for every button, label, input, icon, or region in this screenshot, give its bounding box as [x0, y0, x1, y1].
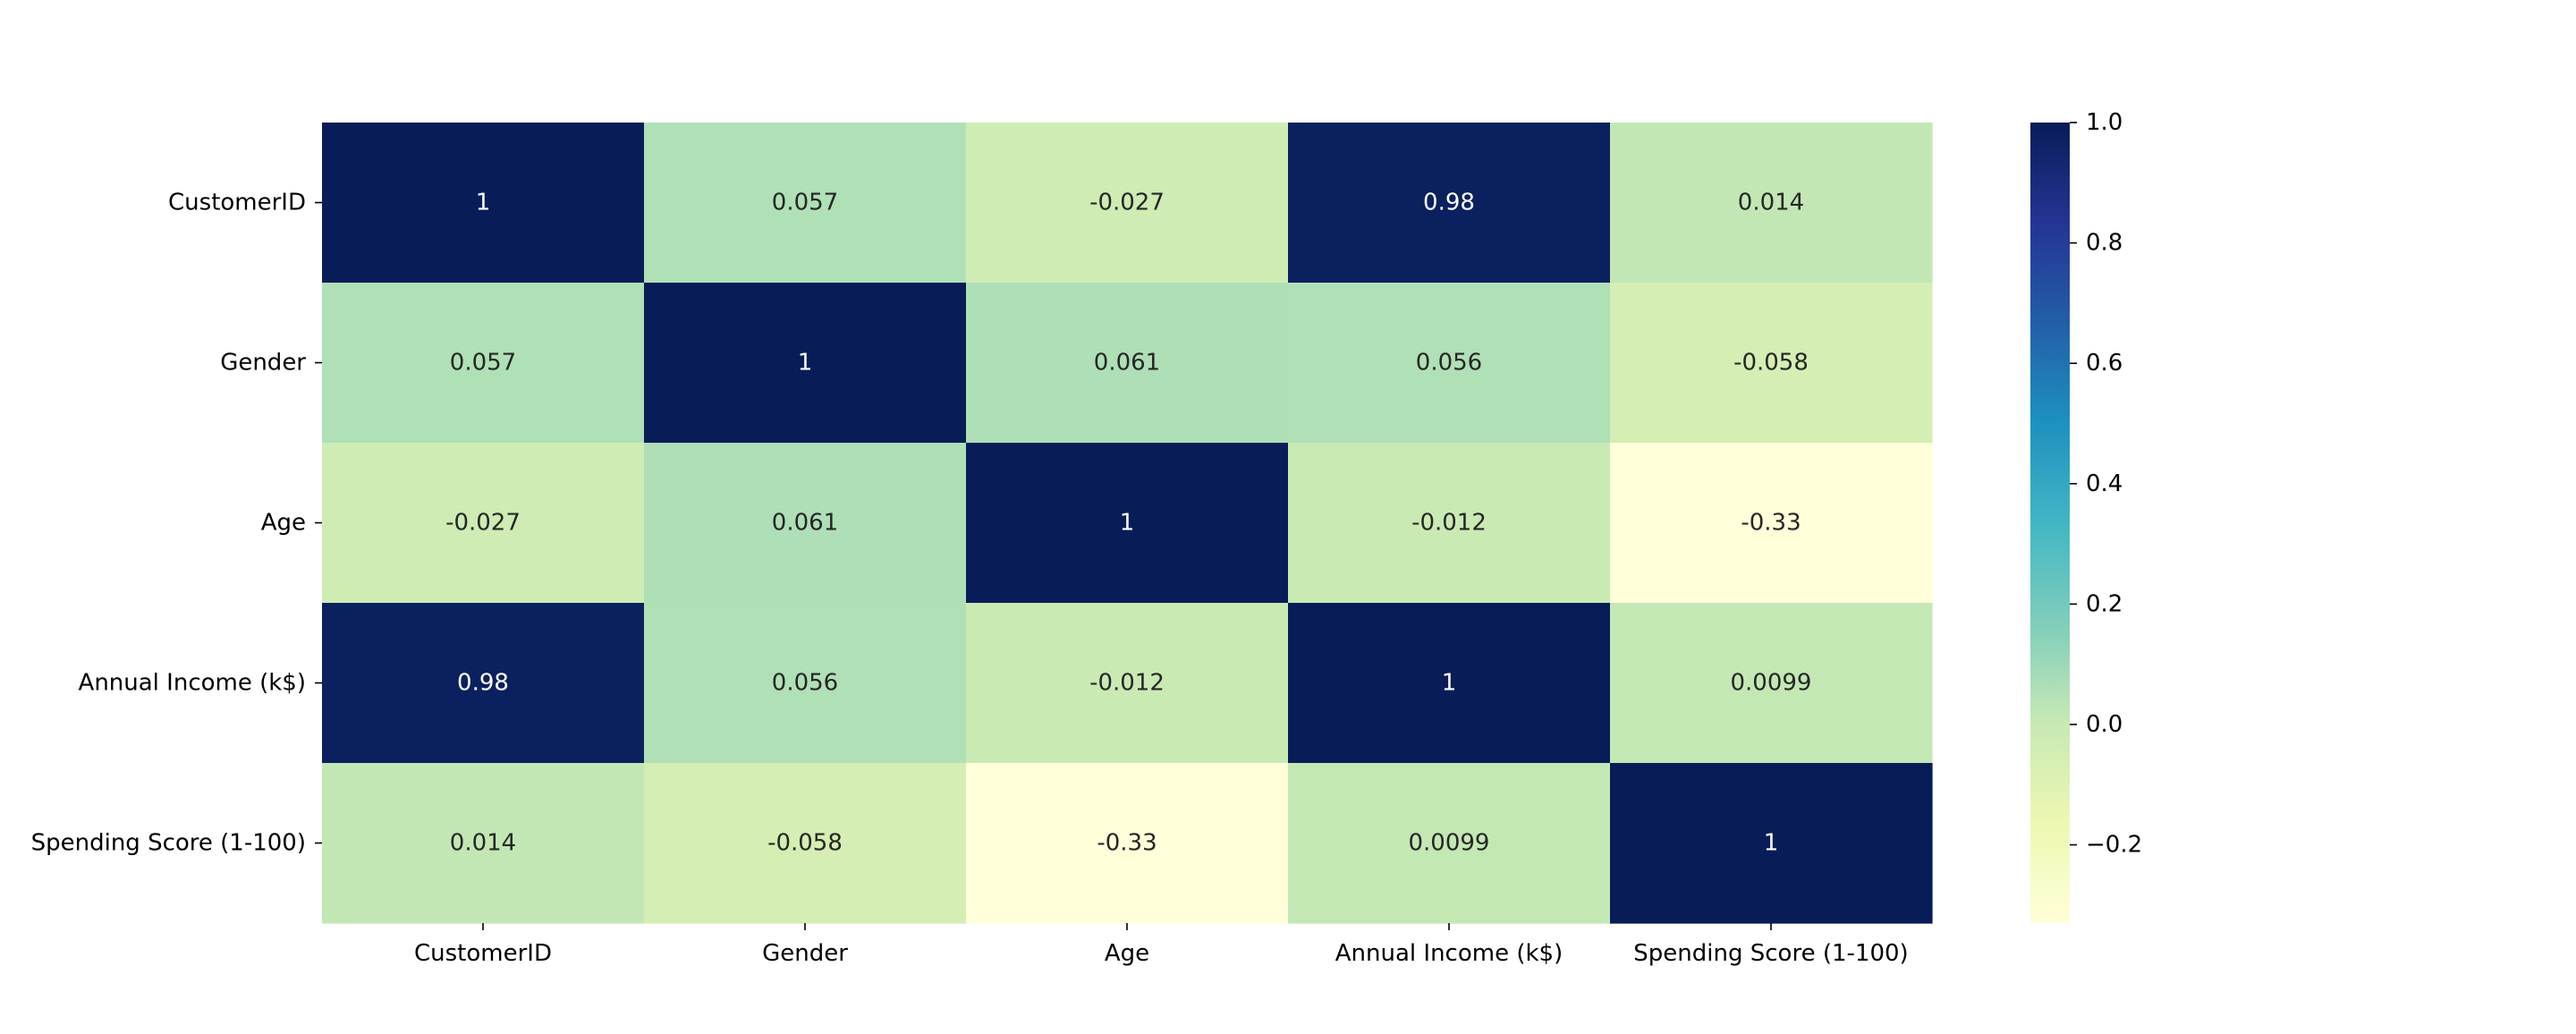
cell-annotation: 1 — [1442, 670, 1457, 697]
y-tick-label: CustomerID — [168, 190, 306, 216]
cell-annotation: -0.33 — [1741, 510, 1801, 537]
heatmap-cell — [966, 763, 1289, 924]
cell-annotation: 0.056 — [1416, 350, 1482, 377]
heatmap-cell — [1288, 443, 1611, 604]
heatmap-cell — [322, 603, 645, 764]
heatmap-cell — [644, 763, 967, 924]
x-axis: CustomerID Gender Age Annual Income (k$) Spe… — [414, 923, 1909, 967]
heatmap-cell — [1610, 123, 1933, 284]
heatmap-cell — [1610, 603, 1933, 764]
heatmap-cell — [966, 123, 1289, 284]
cell-annotation: 0.056 — [772, 670, 838, 697]
heatmap-cell — [322, 123, 645, 284]
heatmap-cell — [1288, 283, 1611, 444]
cell-annotation: -0.33 — [1097, 830, 1157, 857]
y-tick-label: Annual Income (k$) — [79, 670, 306, 697]
cell-annotation: 0.0099 — [1731, 670, 1812, 697]
cell-annotation: 1 — [1764, 830, 1779, 857]
colorbar-tick-label: 0.0 — [2086, 711, 2123, 738]
heatmap-cell — [322, 443, 645, 604]
cell-annotation: 0.061 — [772, 510, 838, 537]
heatmap-cell — [1610, 763, 1933, 924]
cell-annotation: 0.014 — [450, 830, 516, 857]
cell-annotation: -0.027 — [445, 510, 521, 537]
y-tick-label: Spending Score (1-100) — [31, 830, 306, 857]
heatmap-cell — [1610, 283, 1933, 444]
cell-annotation: 0.014 — [1738, 190, 1804, 216]
heatmap-cell — [1288, 763, 1611, 924]
heatmap-cell — [966, 283, 1289, 444]
cell-annotation: -0.012 — [1411, 510, 1487, 537]
heatmap-annotations: 1 0.057 -0.027 0.98 0.014 0.057 1 0.061 0.056 -0.… — [445, 190, 1811, 857]
x-tick-label: Spending Score (1-100) — [1633, 940, 1908, 967]
heatmap-cell — [966, 443, 1289, 604]
cell-annotation: -0.012 — [1089, 670, 1165, 697]
x-tick-label: Annual Income (k$) — [1335, 940, 1563, 967]
cell-annotation: -0.058 — [767, 830, 843, 857]
cell-annotation: 0.98 — [457, 670, 509, 697]
y-axis: CustomerID Gender Age Annual Income (k$) Spe… — [31, 190, 322, 857]
cell-annotation: 1 — [798, 350, 813, 377]
heatmap-cell — [322, 763, 645, 924]
heatmap-cell — [644, 603, 967, 764]
x-tick-label: CustomerID — [414, 940, 552, 967]
colorbar-tick-label: −0.2 — [2086, 832, 2142, 859]
heatmap-cell — [1288, 603, 1611, 764]
y-tick-label: Gender — [220, 350, 306, 377]
heatmap-cell — [1288, 123, 1611, 284]
cell-annotation: 1 — [1120, 510, 1135, 537]
cell-annotation: -0.027 — [1089, 190, 1165, 216]
heatmap-cell — [644, 443, 967, 604]
colorbar-tick-label: 0.2 — [2086, 590, 2123, 617]
heatmap-cell — [644, 123, 967, 284]
x-tick-label: Gender — [762, 940, 848, 967]
heatmap-cell — [1610, 443, 1933, 604]
cell-annotation: 0.057 — [450, 350, 516, 377]
x-tick-label: Age — [1105, 940, 1149, 967]
cell-annotation: 0.061 — [1094, 350, 1160, 377]
colorbar: 1.0 0.8 0.6 0.4 0.2 0.0 −0.2 — [2030, 109, 2142, 923]
colorbar-tick-label: 0.6 — [2086, 350, 2123, 377]
y-tick-label: Age — [261, 510, 306, 537]
colorbar-tick-label: 0.4 — [2086, 470, 2123, 497]
colorbar-tick-label: 1.0 — [2086, 109, 2123, 136]
cell-annotation: 0.98 — [1423, 190, 1475, 216]
heatmap-cell — [322, 283, 645, 444]
cell-annotation: 0.0099 — [1409, 830, 1490, 857]
colorbar-gradient — [2030, 123, 2070, 923]
heatmap-cell — [644, 283, 967, 444]
colorbar-tick-label: 0.8 — [2086, 230, 2123, 257]
cell-annotation: -0.058 — [1733, 350, 1809, 377]
cell-annotation: 0.057 — [772, 190, 838, 216]
cell-annotation: 1 — [476, 190, 491, 216]
heatmap-cells — [322, 123, 1933, 924]
heatmap-cell — [966, 603, 1289, 764]
